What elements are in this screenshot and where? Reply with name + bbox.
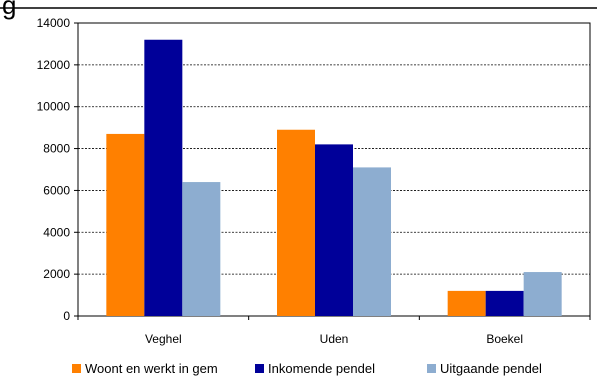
legend-swatch [72, 364, 81, 373]
bar-boekel-2 [485, 290, 524, 316]
y-tick-label: 8000 [43, 142, 70, 156]
legend: Woont en werkt in gem Inkomende pendel Uit… [72, 361, 542, 376]
bar-uden-1 [277, 129, 315, 316]
bar-uden-3 [353, 167, 391, 316]
y-tick-label: 2000 [43, 267, 70, 281]
bars [106, 39, 562, 316]
legend-label: Uitgaande pendel [440, 361, 542, 376]
bar-uden-2 [315, 144, 353, 316]
legend-swatch [427, 364, 436, 373]
y-tick-label: 10000 [37, 100, 71, 114]
y-tick-label: 4000 [43, 225, 70, 239]
chart-title-fragment: g [2, 0, 16, 20]
bar-boekel-3 [523, 272, 562, 316]
x-axis-categories: Veghel Uden Boekel [77, 316, 591, 346]
bar-veghel-2 [144, 39, 183, 316]
y-tick-label: 0 [63, 309, 70, 323]
x-category-label: Uden [320, 332, 349, 346]
y-axis-ticks: 0 2000 4000 6000 8000 10000 12000 14000 [37, 16, 78, 323]
y-tick-label: 12000 [37, 58, 71, 72]
legend-swatch [255, 364, 264, 373]
bar-veghel-1 [106, 133, 145, 316]
bar-boekel-1 [447, 290, 486, 316]
legend-label: Inkomende pendel [268, 361, 375, 376]
legend-label: Woont en werkt in gem [85, 361, 218, 376]
y-tick-label: 6000 [43, 183, 70, 197]
y-tick-label: 14000 [37, 16, 71, 30]
x-category-label: Boekel [486, 332, 523, 346]
bar-veghel-3 [182, 182, 221, 316]
x-category-label: Veghel [145, 332, 182, 346]
